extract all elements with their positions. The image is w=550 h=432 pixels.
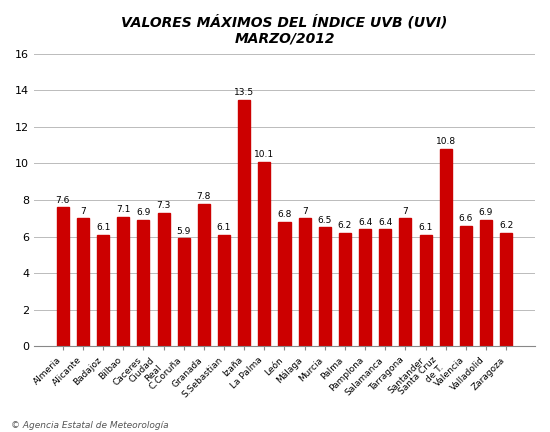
- Text: 7.8: 7.8: [197, 192, 211, 201]
- Text: 6.2: 6.2: [338, 221, 352, 230]
- Bar: [218, 235, 230, 346]
- Text: 6.8: 6.8: [277, 210, 292, 219]
- Bar: [157, 213, 169, 346]
- Bar: [117, 216, 129, 346]
- Bar: [238, 99, 250, 346]
- Text: 6.1: 6.1: [96, 223, 111, 232]
- Bar: [57, 207, 69, 346]
- Text: 7: 7: [80, 206, 86, 216]
- Bar: [359, 229, 371, 346]
- Bar: [178, 238, 190, 346]
- Text: 6.4: 6.4: [378, 218, 392, 226]
- Bar: [319, 228, 331, 346]
- Bar: [420, 235, 432, 346]
- Text: 5.9: 5.9: [177, 227, 191, 236]
- Bar: [77, 218, 89, 346]
- Text: 7: 7: [302, 206, 307, 216]
- Bar: [258, 162, 271, 346]
- Bar: [500, 233, 512, 346]
- Text: 6.1: 6.1: [419, 223, 433, 232]
- Text: 6.1: 6.1: [217, 223, 231, 232]
- Bar: [138, 220, 150, 346]
- Text: 6.9: 6.9: [136, 208, 151, 217]
- Bar: [480, 220, 492, 346]
- Bar: [97, 235, 109, 346]
- Bar: [460, 226, 472, 346]
- Title: VALORES MÁXIMOS DEL ÍNDICE UVB (UVI)
MARZO/2012: VALORES MÁXIMOS DEL ÍNDICE UVB (UVI) MAR…: [122, 15, 448, 46]
- Text: 7.3: 7.3: [156, 201, 170, 210]
- Text: © Agencia Estatal de Meteorología: © Agencia Estatal de Meteorología: [11, 421, 169, 430]
- Bar: [339, 233, 351, 346]
- Bar: [399, 218, 411, 346]
- Bar: [439, 149, 452, 346]
- Text: 7.1: 7.1: [116, 205, 130, 214]
- Text: 7.6: 7.6: [56, 196, 70, 205]
- Text: 6.9: 6.9: [479, 208, 493, 217]
- Text: 13.5: 13.5: [234, 88, 254, 97]
- Text: 6.4: 6.4: [358, 218, 372, 226]
- Bar: [198, 204, 210, 346]
- Text: 7: 7: [403, 206, 408, 216]
- Bar: [299, 218, 311, 346]
- Text: 6.5: 6.5: [317, 216, 332, 225]
- Text: 6.2: 6.2: [499, 221, 513, 230]
- Text: 10.8: 10.8: [436, 137, 456, 146]
- Text: 6.6: 6.6: [459, 214, 473, 223]
- Text: 10.1: 10.1: [254, 150, 274, 159]
- Bar: [278, 222, 290, 346]
- Bar: [379, 229, 391, 346]
